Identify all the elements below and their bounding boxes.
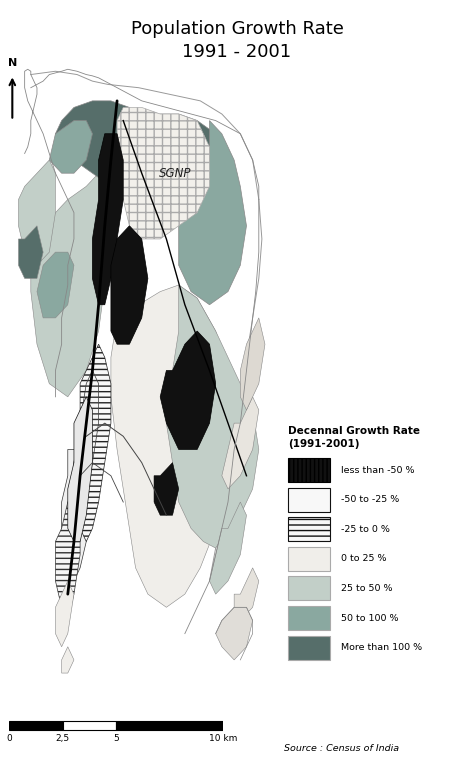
Polygon shape <box>55 581 74 647</box>
Polygon shape <box>37 252 74 318</box>
Text: N: N <box>8 58 17 68</box>
Polygon shape <box>154 463 179 515</box>
Text: 10 km: 10 km <box>209 734 237 743</box>
Polygon shape <box>49 121 92 173</box>
Bar <box>288 458 330 482</box>
Text: -50 to -25 %: -50 to -25 % <box>341 495 400 504</box>
Bar <box>288 636 330 659</box>
Text: Source : Census of India: Source : Census of India <box>284 745 400 753</box>
Bar <box>116 720 223 731</box>
Text: SGNP: SGNP <box>159 167 192 180</box>
Polygon shape <box>55 101 148 186</box>
Polygon shape <box>240 318 265 410</box>
Bar <box>288 547 330 571</box>
Polygon shape <box>18 226 43 279</box>
Text: 5: 5 <box>113 734 119 743</box>
Bar <box>288 488 330 511</box>
Polygon shape <box>74 345 111 542</box>
Polygon shape <box>31 173 117 397</box>
Polygon shape <box>55 489 80 620</box>
Bar <box>63 720 116 731</box>
Polygon shape <box>136 114 228 200</box>
Text: 2,5: 2,5 <box>56 734 70 743</box>
Bar <box>9 720 63 731</box>
Polygon shape <box>111 226 148 345</box>
Polygon shape <box>179 121 246 305</box>
Polygon shape <box>234 568 259 620</box>
Polygon shape <box>210 502 246 594</box>
Text: -25 to 0 %: -25 to 0 % <box>341 525 390 534</box>
Text: 0 to 25 %: 0 to 25 % <box>341 554 387 563</box>
Text: Population Growth Rate: Population Growth Rate <box>130 20 344 38</box>
Polygon shape <box>166 285 259 548</box>
Text: More than 100 %: More than 100 % <box>341 643 422 652</box>
Bar <box>288 518 330 541</box>
Polygon shape <box>111 285 234 608</box>
Text: 0: 0 <box>7 734 12 743</box>
Polygon shape <box>222 397 259 489</box>
Polygon shape <box>216 608 253 660</box>
Bar <box>288 576 330 601</box>
Polygon shape <box>117 107 210 239</box>
Polygon shape <box>160 331 216 449</box>
Text: 50 to 100 %: 50 to 100 % <box>341 614 399 622</box>
Polygon shape <box>62 436 92 581</box>
Bar <box>288 606 330 630</box>
Polygon shape <box>68 397 92 542</box>
Text: 25 to 50 %: 25 to 50 % <box>341 584 393 593</box>
Polygon shape <box>74 370 99 515</box>
Polygon shape <box>92 134 123 305</box>
Text: less than -50 %: less than -50 % <box>341 466 415 474</box>
Polygon shape <box>18 160 55 265</box>
Polygon shape <box>62 647 74 673</box>
Text: Decennal Growth Rate
(1991-2001): Decennal Growth Rate (1991-2001) <box>288 426 420 449</box>
Text: 1991 - 2001: 1991 - 2001 <box>182 43 292 61</box>
